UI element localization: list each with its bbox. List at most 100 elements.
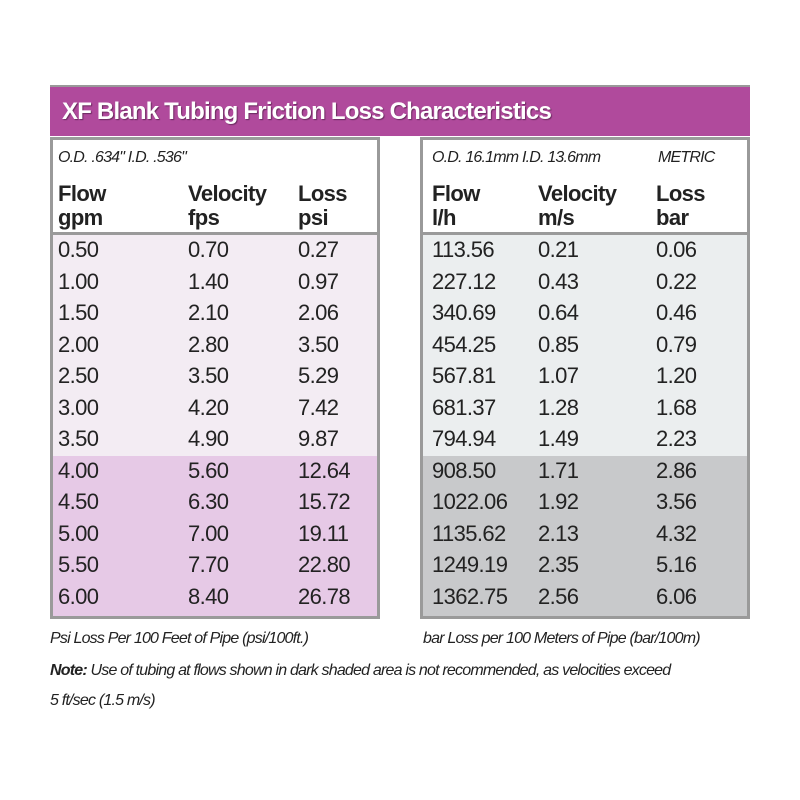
table-row: 681.37 1.28 1.68: [423, 392, 747, 424]
header-flow: Flow l/h: [432, 181, 480, 230]
header-loss: Loss psi: [298, 181, 348, 230]
cell-velocity: 2.56: [538, 583, 579, 609]
row-fill: [53, 613, 377, 616]
cell-flow: 3.00: [58, 394, 99, 420]
metric-table: O.D. 16.1mm I.D. 13.6mm METRIC Flow l/h V…: [420, 137, 750, 619]
imperial-spec: O.D. .634" I.D. .536": [58, 149, 187, 166]
table-row: 4.00 5.60 12.64: [53, 455, 377, 487]
header-divider: [423, 232, 747, 235]
cell-velocity: 1.28: [538, 394, 579, 420]
cell-flow: 0.50: [58, 237, 99, 262]
table-row: 0.50 0.70 0.27: [53, 235, 377, 267]
cell-loss: 4.32: [656, 520, 697, 546]
cell-velocity: 0.85: [538, 331, 579, 357]
table-row: 794.94 1.49 2.23: [423, 424, 747, 456]
cell-velocity: 2.10: [188, 300, 229, 325]
cell-flow: 113.56: [432, 237, 495, 262]
cell-velocity: 6.30: [188, 489, 229, 514]
cell-velocity: 1.07: [538, 363, 579, 388]
cell-velocity: 0.21: [538, 237, 579, 262]
metric-spec: O.D. 16.1mm I.D. 13.6mm: [432, 149, 601, 166]
cell-loss: 0.97: [298, 268, 339, 294]
cell-velocity: 0.70: [188, 237, 229, 262]
cell-velocity: 1.40: [188, 268, 229, 294]
cell-velocity: 2.13: [538, 520, 579, 546]
table-row: 5.50 7.70 22.80: [53, 550, 377, 582]
cell-velocity: 2.35: [538, 552, 579, 577]
table-row: 3.50 4.90 9.87: [53, 424, 377, 456]
table-row: 4.50 6.30 15.72: [53, 487, 377, 519]
cell-loss: 2.06: [298, 300, 339, 325]
table-row: 567.81 1.07 1.20: [423, 361, 747, 393]
page-title: XF Blank Tubing Friction Loss Characteri…: [62, 98, 552, 125]
cell-velocity: 5.60: [188, 457, 229, 483]
cell-flow: 567.81: [432, 363, 496, 388]
cell-loss: 2.23: [656, 426, 697, 451]
table-row: 340.69 0.64 0.46: [423, 298, 747, 330]
table-row: 3.00 4.20 7.42: [53, 392, 377, 424]
cell-velocity: 7.00: [188, 520, 229, 546]
cell-loss: 3.56: [656, 489, 697, 514]
table-row: 1362.75 2.56 6.06: [423, 581, 747, 613]
cell-velocity: 1.92: [538, 489, 579, 514]
cell-loss: 0.22: [656, 268, 697, 294]
cell-loss: 5.29: [298, 363, 339, 388]
table-row: 454.25 0.85 0.79: [423, 329, 747, 361]
cell-flow: 1.00: [58, 268, 99, 294]
cell-loss: 2.86: [656, 457, 697, 483]
imperial-table: O.D. .634" I.D. .536" Flow gpm Velocity fp…: [50, 137, 380, 619]
cell-flow: 2.50: [58, 363, 99, 388]
cell-flow: 6.00: [58, 583, 99, 609]
table-row: 1249.19 2.35 5.16: [423, 550, 747, 582]
cell-flow: 454.25: [432, 331, 496, 357]
cell-loss: 7.42: [298, 394, 339, 420]
note-continued: 5 ft/sec (1.5 m/s): [50, 692, 156, 709]
cell-flow: 5.00: [58, 520, 99, 546]
table-row: 2.50 3.50 5.29: [53, 361, 377, 393]
header-loss: Loss bar: [656, 181, 706, 230]
cell-flow: 340.69: [432, 300, 496, 325]
cell-flow: 3.50: [58, 426, 99, 451]
cell-flow: 1022.06: [432, 489, 508, 514]
note: Note: Use of tubing at flows shown in da…: [50, 662, 671, 679]
table-row: 227.12 0.43 0.22: [423, 266, 747, 298]
table-row: 6.00 8.40 26.78: [53, 581, 377, 613]
table-row: 1.50 2.10 2.06: [53, 298, 377, 330]
cell-flow: 1362.75: [432, 583, 508, 609]
cell-loss: 15.72: [298, 489, 351, 514]
header-divider: [53, 232, 377, 235]
cell-velocity: 8.40: [188, 583, 229, 609]
cell-loss: 19.11: [298, 520, 349, 546]
metric-footer: bar Loss per 100 Meters of Pipe (bar/100…: [423, 630, 701, 647]
cell-flow: 908.50: [432, 457, 496, 483]
table-row: 908.50 1.71 2.86: [423, 455, 747, 487]
cell-flow: 794.94: [432, 426, 496, 451]
cell-flow: 2.00: [58, 331, 99, 357]
cell-loss: 0.46: [656, 300, 697, 325]
cell-velocity: 1.71: [538, 457, 579, 483]
cell-loss: 22.80: [298, 552, 351, 577]
cell-loss: 1.20: [656, 363, 697, 388]
cell-flow: 5.50: [58, 552, 99, 577]
metric-label: METRIC: [658, 149, 715, 166]
table-row: 2.00 2.80 3.50: [53, 329, 377, 361]
metric-rows: 113.56 0.21 0.06 227.12 0.43 0.22 340.69 0.64 0.…: [423, 235, 747, 616]
header-velocity: Velocity m/s: [538, 181, 617, 230]
cell-loss: 26.78: [298, 583, 351, 609]
table-row: 5.00 7.00 19.11: [53, 518, 377, 550]
cell-flow: 4.00: [58, 457, 99, 483]
cell-loss: 1.68: [656, 394, 697, 420]
cell-velocity: 2.80: [188, 331, 229, 357]
cell-loss: 5.16: [656, 552, 697, 577]
table-row: 1.00 1.40 0.97: [53, 266, 377, 298]
imperial-footer: Psi Loss Per 100 Feet of Pipe (psi/100ft…: [50, 630, 309, 647]
cell-velocity: 0.43: [538, 268, 579, 294]
cell-velocity: 1.49: [538, 426, 579, 451]
cell-loss: 3.50: [298, 331, 339, 357]
cell-loss: 0.06: [656, 237, 697, 262]
cell-flow: 227.12: [432, 268, 496, 294]
table-row: 1022.06 1.92 3.56: [423, 487, 747, 519]
cell-velocity: 4.20: [188, 394, 229, 420]
header-flow: Flow gpm: [58, 181, 106, 230]
cell-loss: 9.87: [298, 426, 339, 451]
